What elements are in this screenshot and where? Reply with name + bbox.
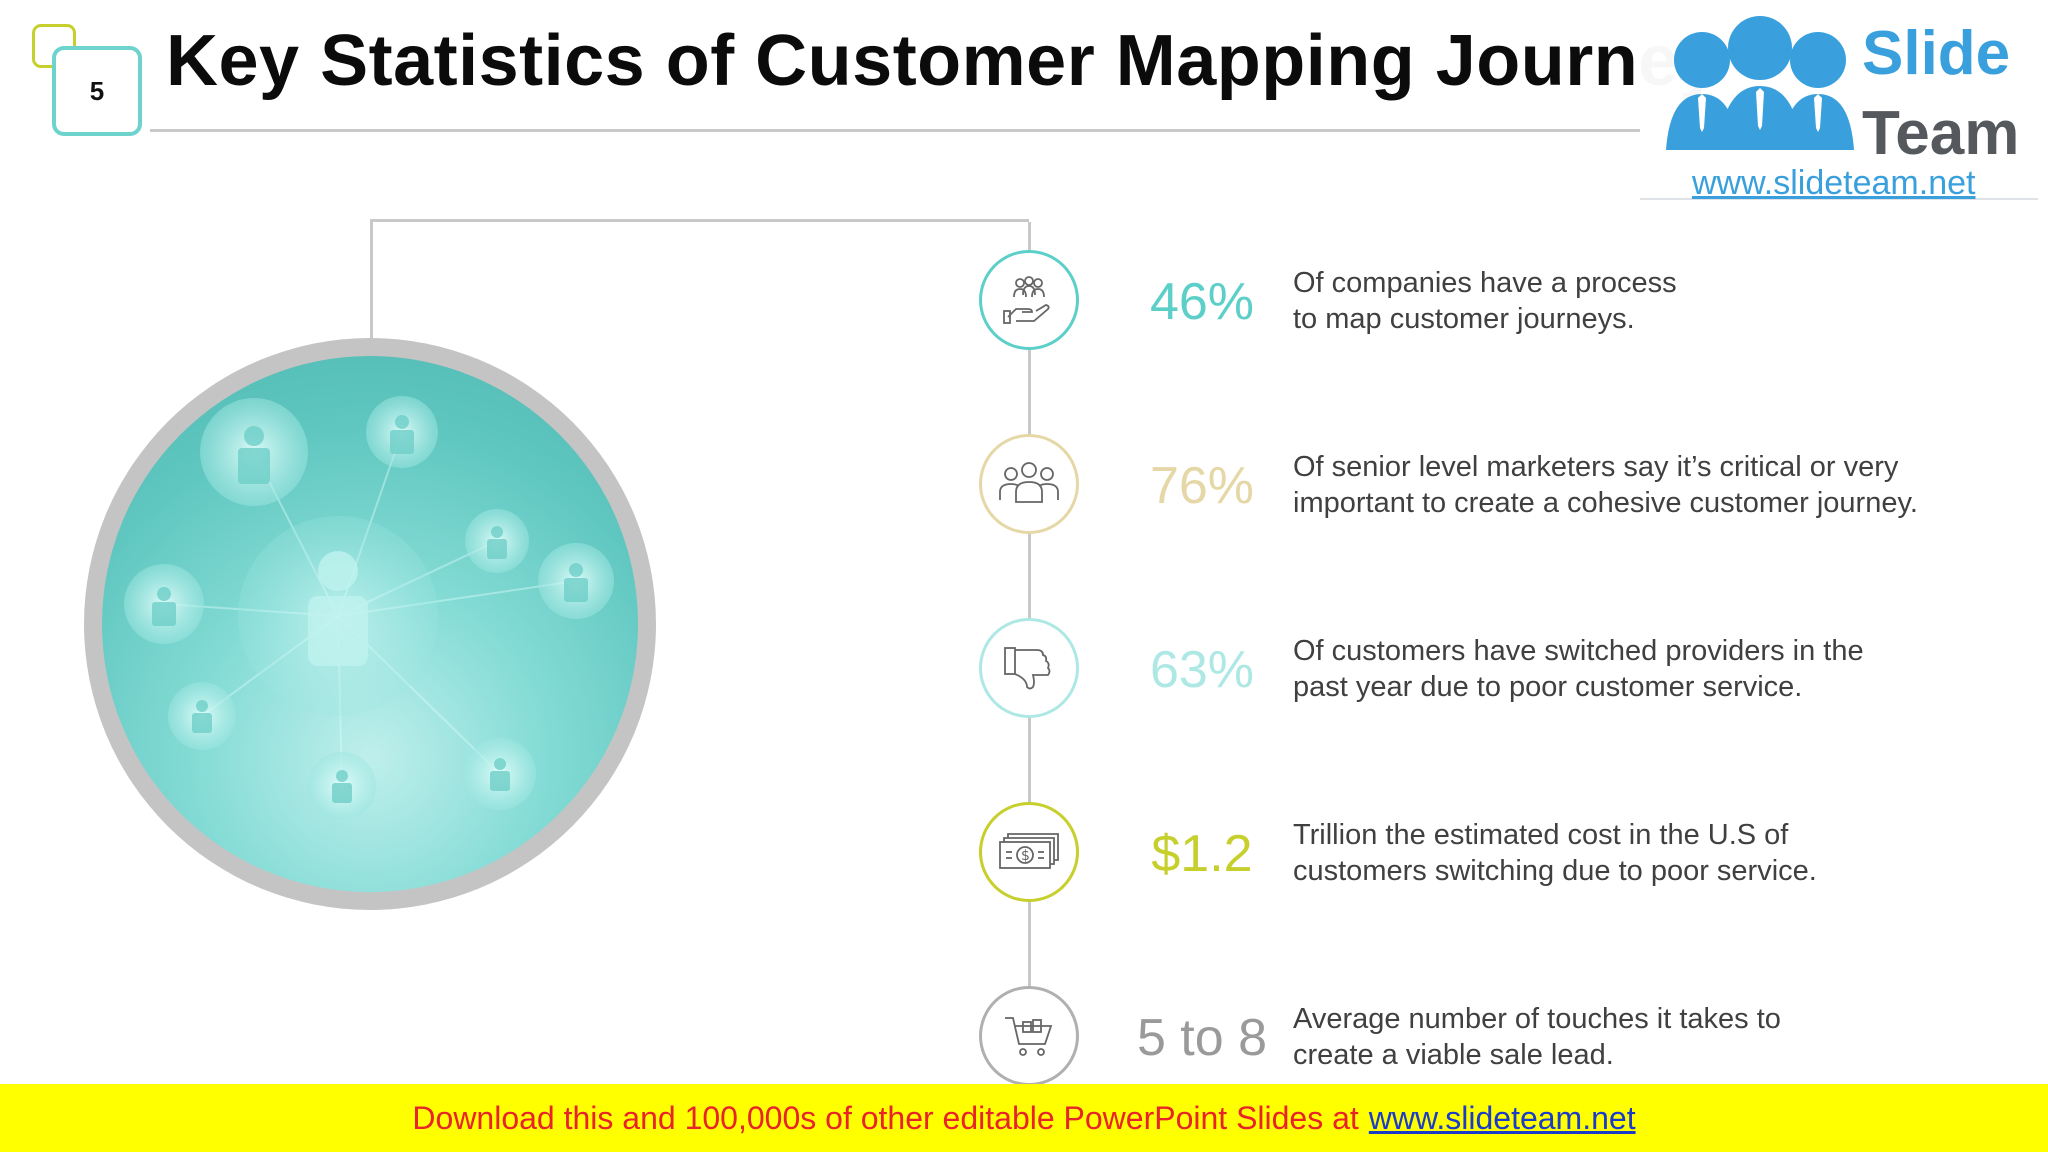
stat-icon-circle: $ xyxy=(979,802,1079,902)
stat-icon-circle xyxy=(979,434,1079,534)
stat-value: 63% xyxy=(1149,641,1255,699)
money-bills-icon: $ xyxy=(999,833,1059,869)
hand-holding-people-icon xyxy=(1003,276,1050,324)
logo-word-slide: Slide xyxy=(1862,19,2011,88)
people-network-illustration xyxy=(124,396,614,820)
shopping-cart-icon xyxy=(1005,1017,1053,1056)
person-node-center xyxy=(238,516,438,716)
stat-description-line: Of companies have a process xyxy=(1293,267,1677,299)
stat-value: 76% xyxy=(1149,457,1255,515)
slide-number-badge: 5 xyxy=(28,24,142,136)
stat-description-line: Of senior level marketers say it’s criti… xyxy=(1293,451,1899,483)
stat-value: 5 to 8 xyxy=(1136,1009,1268,1067)
stat-icon-circle xyxy=(979,250,1079,350)
stat-description: Of senior level marketers say it’s criti… xyxy=(1293,449,2013,521)
download-banner-text: Download this and 100,000s of other edit… xyxy=(412,1099,1359,1136)
stat-description-line: create a viable sale lead. xyxy=(1293,1039,1614,1071)
download-banner-link[interactable]: www.slideteam.net xyxy=(1368,1099,1636,1136)
logo-people-icon xyxy=(1666,16,1854,150)
slideteam-logo[interactable]: Slide Team www.slideteam.net xyxy=(1640,0,2038,202)
stat-description-line: Average number of touches it takes to xyxy=(1293,1003,1781,1035)
thumbs-down-icon xyxy=(1004,647,1051,690)
title-divider xyxy=(150,129,1670,132)
connector-vertical xyxy=(370,220,373,342)
logo-word-team: Team xyxy=(1862,99,2020,168)
svg-text:$: $ xyxy=(1021,848,1030,864)
stat-description-line: to map customer journeys. xyxy=(1293,303,1635,335)
stat-description: Of customers have switched providers in … xyxy=(1293,633,2013,705)
stat-description: Average number of touches it takes to cr… xyxy=(1293,1001,2013,1073)
stat-description: Trillion the estimated cost in the U.S o… xyxy=(1293,817,2013,889)
network-people-image xyxy=(84,338,656,910)
page-title: Key Statistics of Customer Mapping Journ… xyxy=(166,21,1720,101)
stat-icon-circle xyxy=(979,618,1079,718)
stat-description-line: past year due to poor customer service. xyxy=(1293,671,1803,703)
group-people-icon xyxy=(999,462,1059,503)
download-banner: Download this and 100,000s of other edit… xyxy=(0,1084,2048,1152)
stat-description: Of companies have a process to map custo… xyxy=(1293,265,2013,337)
slide-number: 5 xyxy=(52,46,142,136)
connector-horizontal xyxy=(370,219,1029,222)
network-people-image-inner xyxy=(102,356,638,892)
stat-icon-circle xyxy=(979,986,1079,1086)
stat-description-line: Of customers have switched providers in … xyxy=(1293,635,1864,667)
logo-url-link[interactable]: www.slideteam.net xyxy=(1692,164,1976,202)
stat-value: 46% xyxy=(1149,273,1255,331)
stat-description-line: important to create a cohesive customer … xyxy=(1293,487,1918,519)
stat-description-line: Trillion the estimated cost in the U.S o… xyxy=(1293,819,1789,851)
stat-value: $1.2 xyxy=(1151,825,1253,883)
stat-description-line: customers switching due to poor service. xyxy=(1293,855,1817,887)
